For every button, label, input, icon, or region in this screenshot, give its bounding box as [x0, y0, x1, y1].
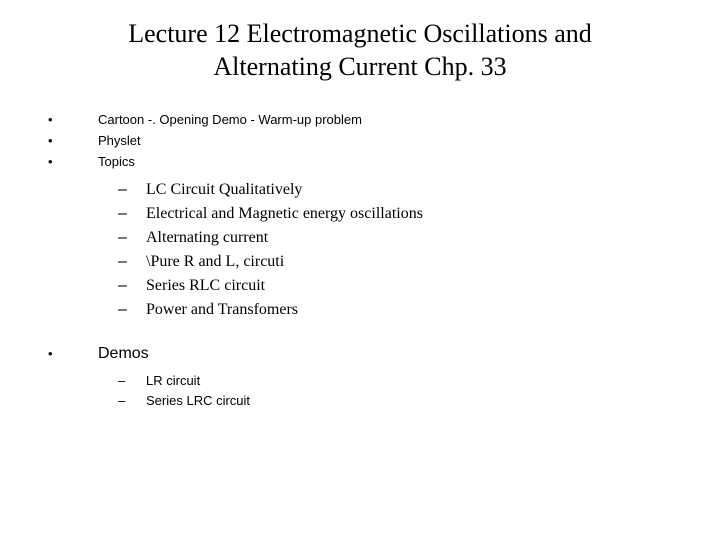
- sub-list-item: – Electrical and Magnetic energy oscilla…: [48, 204, 672, 224]
- dash-icon: –: [118, 300, 146, 320]
- list-item: • Topics: [48, 153, 672, 171]
- list-item: • Demos: [48, 344, 672, 364]
- sub-list-item: – LC Circuit Qualitatively: [48, 180, 672, 200]
- list-item-text: Topics: [98, 153, 135, 171]
- sub-list-item-text: Electrical and Magnetic energy oscillati…: [146, 204, 423, 224]
- dash-icon: –: [118, 393, 146, 409]
- sub-list-item: – Series RLC circuit: [48, 276, 672, 296]
- list-item: • Cartoon -. Opening Demo - Warm-up prob…: [48, 111, 672, 129]
- sub-list-item-text: \Pure R and L, circuti: [146, 252, 284, 272]
- slide-body: • Cartoon -. Opening Demo - Warm-up prob…: [48, 111, 672, 409]
- sub-list-item-text: Alternating current: [146, 228, 268, 248]
- sub-list-item: – \Pure R and L, circuti: [48, 252, 672, 272]
- slide-title: Lecture 12 Electromagnetic Oscillations …: [48, 18, 672, 83]
- sub-list-item: – LR circuit: [48, 373, 672, 389]
- list-item-text: Demos: [98, 344, 149, 364]
- bullet-icon: •: [48, 132, 98, 150]
- sub-list-item-text: Series LRC circuit: [146, 393, 250, 409]
- sub-list-item: – Power and Transfomers: [48, 300, 672, 320]
- bullet-icon: •: [48, 153, 98, 171]
- slide: Lecture 12 Electromagnetic Oscillations …: [0, 0, 720, 540]
- bullet-icon: •: [48, 111, 98, 129]
- bullet-icon: •: [48, 344, 98, 364]
- dash-icon: –: [118, 252, 146, 272]
- sub-list-item-text: Power and Transfomers: [146, 300, 298, 320]
- list-item: • Physlet: [48, 132, 672, 150]
- dash-icon: –: [118, 373, 146, 389]
- title-line-2: Alternating Current Chp. 33: [213, 52, 506, 81]
- sub-list-item-text: Series RLC circuit: [146, 276, 265, 296]
- dash-icon: –: [118, 276, 146, 296]
- sub-list-item-text: LR circuit: [146, 373, 200, 389]
- sub-list-item-text: LC Circuit Qualitatively: [146, 180, 302, 200]
- list-item-text: Physlet: [98, 132, 141, 150]
- sub-list-item: – Alternating current: [48, 228, 672, 248]
- dash-icon: –: [118, 228, 146, 248]
- list-item-text: Cartoon -. Opening Demo - Warm-up proble…: [98, 111, 362, 129]
- dash-icon: –: [118, 204, 146, 224]
- title-line-1: Lecture 12 Electromagnetic Oscillations …: [128, 19, 592, 48]
- sub-list-item: – Series LRC circuit: [48, 393, 672, 409]
- dash-icon: –: [118, 180, 146, 200]
